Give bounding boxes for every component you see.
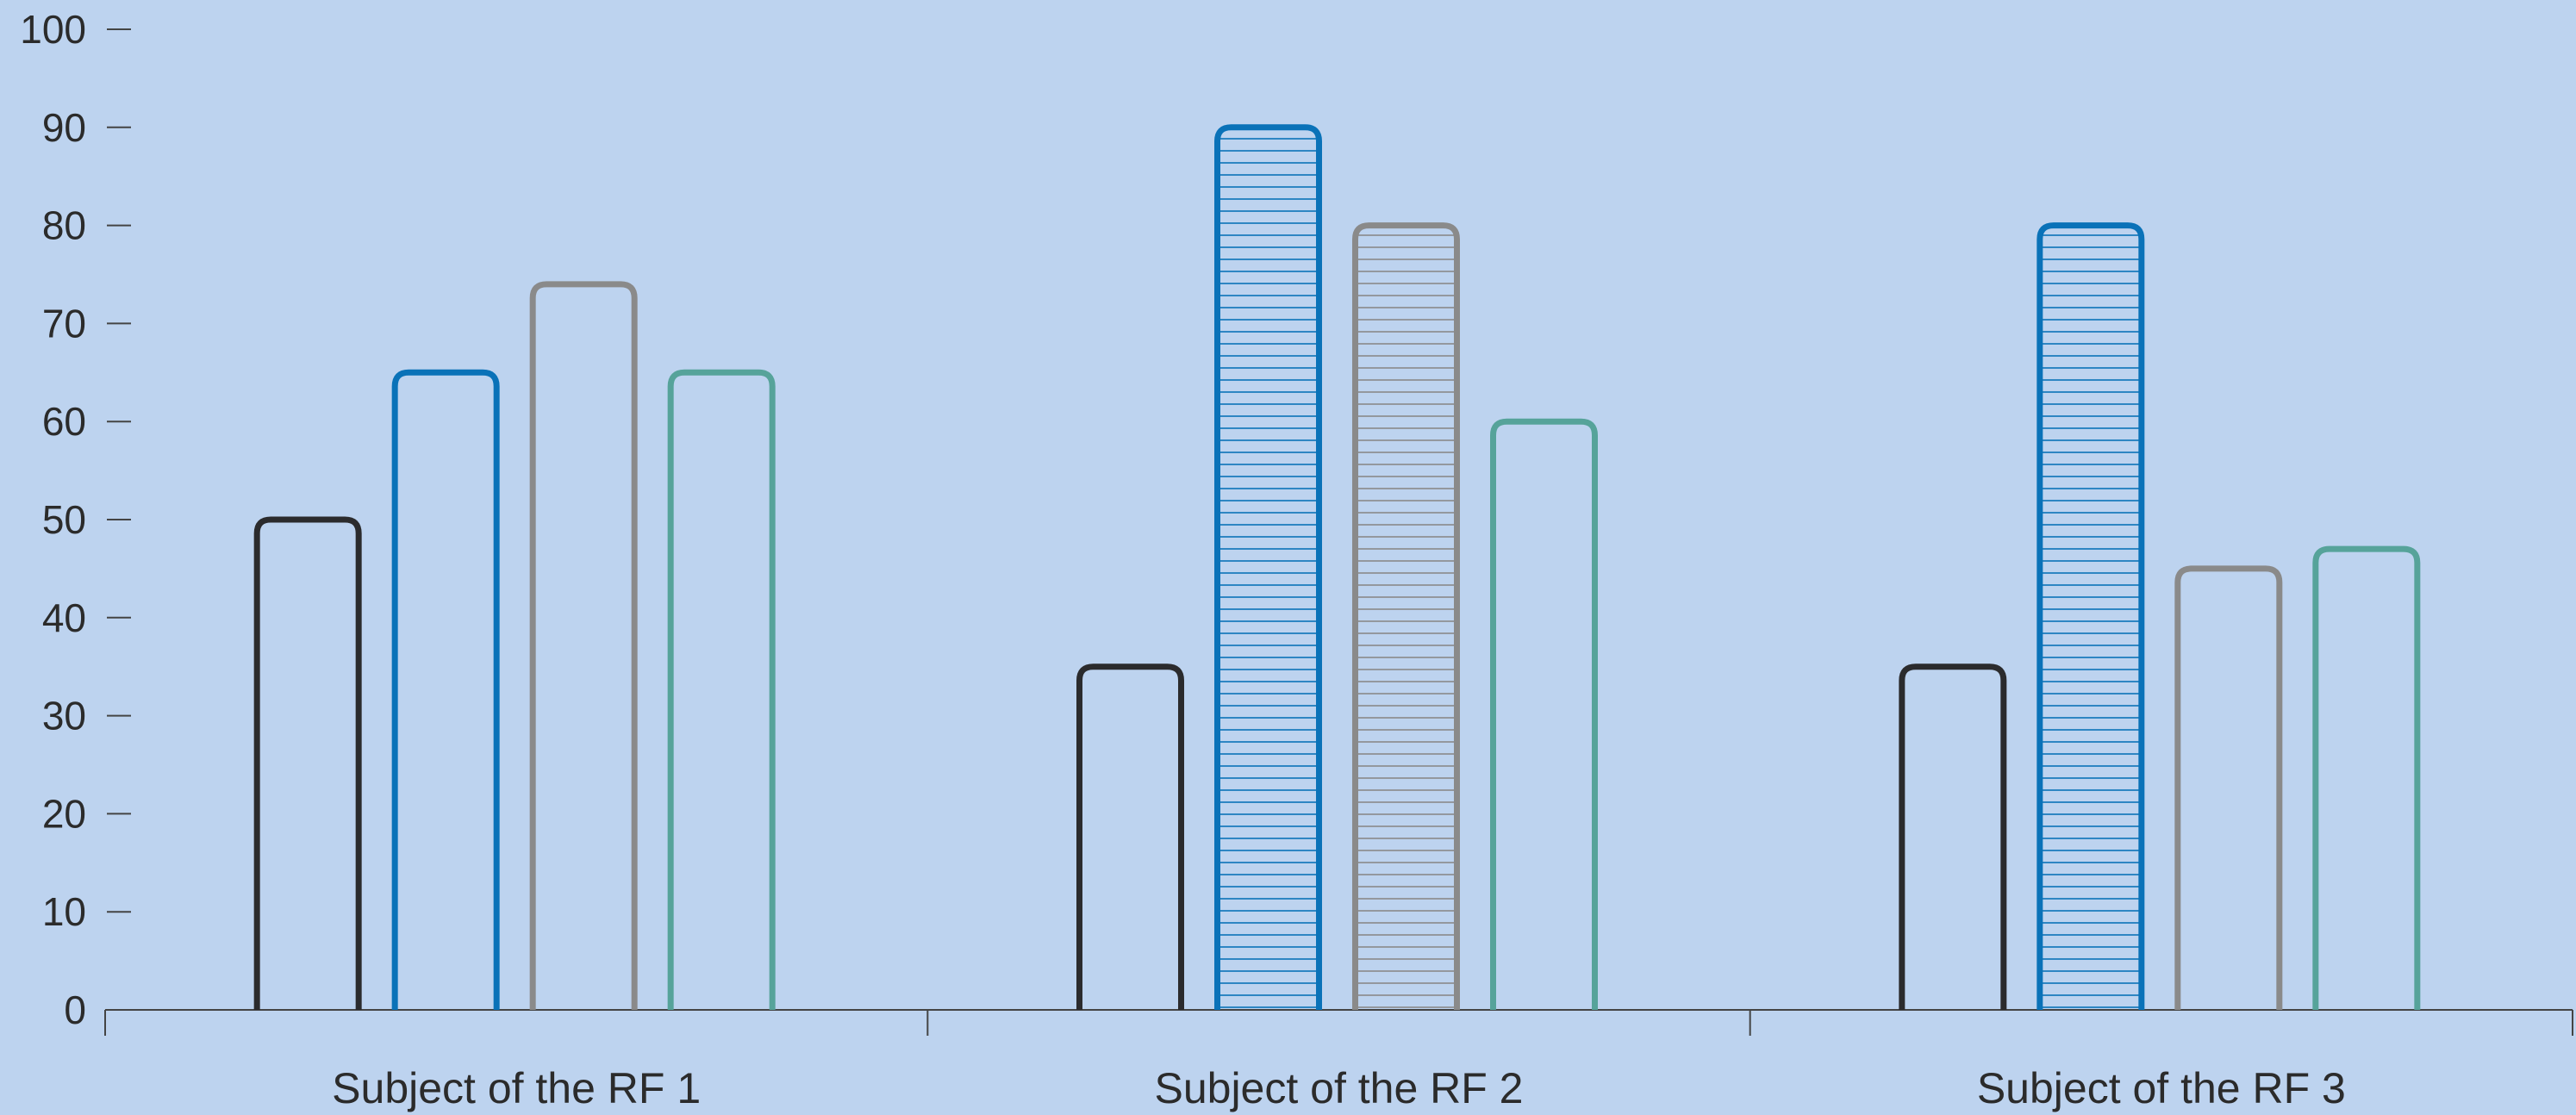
- bar: [1490, 418, 1598, 1010]
- y-tick-label: 20: [42, 791, 86, 836]
- y-tick-label: 50: [42, 497, 86, 542]
- bar: [391, 369, 500, 1010]
- bar: [1214, 124, 1322, 1010]
- bar: [2312, 545, 2421, 1010]
- x-category-label: Subject of the RF 2: [1154, 1064, 1523, 1112]
- y-tick-label: 10: [42, 889, 86, 934]
- y-tick-label: 30: [42, 694, 86, 738]
- bars: [253, 124, 2421, 1011]
- bar: [1076, 663, 1184, 1010]
- bar-hatch-fill: [1355, 225, 1457, 1011]
- y-axis: 0 10 20 30 40 50 60 70 80 90 100: [20, 7, 131, 1032]
- bar: [253, 516, 362, 1010]
- x-category-label: Subject of the RF 3: [1977, 1064, 2346, 1112]
- bar: [2036, 222, 2145, 1010]
- bar: [667, 369, 776, 1010]
- bar-hatch-fill: [2039, 225, 2142, 1011]
- bar: [1899, 663, 2007, 1010]
- y-tick-label: 0: [64, 987, 86, 1032]
- y-tick-label: 90: [42, 105, 86, 150]
- bar: [1352, 222, 1460, 1010]
- y-tick-label: 80: [42, 203, 86, 248]
- bar: [2174, 565, 2283, 1010]
- bar-hatch-fill: [1217, 127, 1319, 1010]
- y-tick-label: 40: [42, 595, 86, 640]
- y-tick-label: 70: [42, 301, 86, 346]
- x-axis: Subject of the RF 1 Subject of the RF 2 Su…: [104, 1009, 2573, 1112]
- x-category-label: Subject of the RF 1: [332, 1064, 701, 1112]
- y-tick-label: 100: [20, 7, 86, 52]
- bar: [529, 281, 638, 1010]
- y-tick-label: 60: [42, 399, 86, 444]
